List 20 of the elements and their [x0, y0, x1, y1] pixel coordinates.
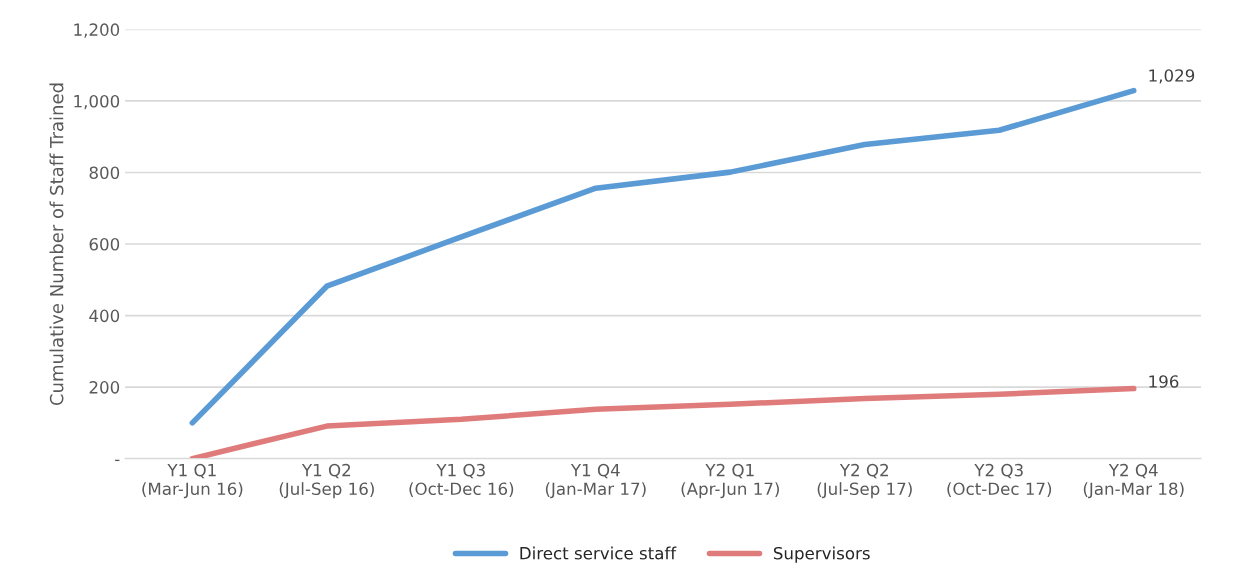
legend-label: Direct service staff [520, 546, 677, 560]
y-tick-label: 400 [89, 309, 120, 323]
y-tick-label: 200 [89, 381, 120, 394]
y-tick-label: 1,200 [74, 23, 120, 38]
x-tick-label: Y1 Q3 (Oct-Dec 16) [409, 463, 514, 498]
y-tick-label: 800 [89, 166, 120, 180]
x-tick-label: Y2 Q2 (Jul-Sep 17) [817, 463, 912, 499]
data-label: 196 [1149, 375, 1179, 388]
data-label: 1,029 [1149, 69, 1195, 84]
x-tick-label: Y1 Q1 (Mar-Jun 16) [142, 463, 243, 499]
y-tick-label: - [115, 459, 120, 462]
x-tick-label: Y2 Q1 (Apr-Jun 17) [681, 463, 779, 499]
x-tick-label: Y1 Q2 (Jul-Sep 16) [279, 463, 374, 499]
y-axis-title: Cumulative Number of Staff Trained [49, 83, 64, 406]
y-tick-label: 600 [89, 237, 120, 251]
x-tick-label: Y1 Q4 (Jan-Mar 17) [545, 463, 646, 499]
y-tick-label: 1,000 [74, 94, 120, 110]
x-tick-label: Y2 Q4 (Jan-Mar 18) [1083, 463, 1184, 499]
x-tick-label: Y2 Q3 (Oct-Dec 17) [947, 463, 1052, 498]
legend-label: Supervisors [773, 546, 870, 563]
